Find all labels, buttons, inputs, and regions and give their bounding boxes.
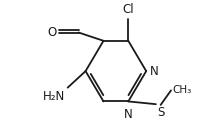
Text: H₂N: H₂N <box>43 90 65 103</box>
Text: N: N <box>124 108 133 121</box>
Text: O: O <box>47 26 57 39</box>
Text: S: S <box>157 106 165 119</box>
Text: CH₃: CH₃ <box>172 85 192 95</box>
Text: Cl: Cl <box>123 3 134 16</box>
Text: N: N <box>150 65 159 78</box>
